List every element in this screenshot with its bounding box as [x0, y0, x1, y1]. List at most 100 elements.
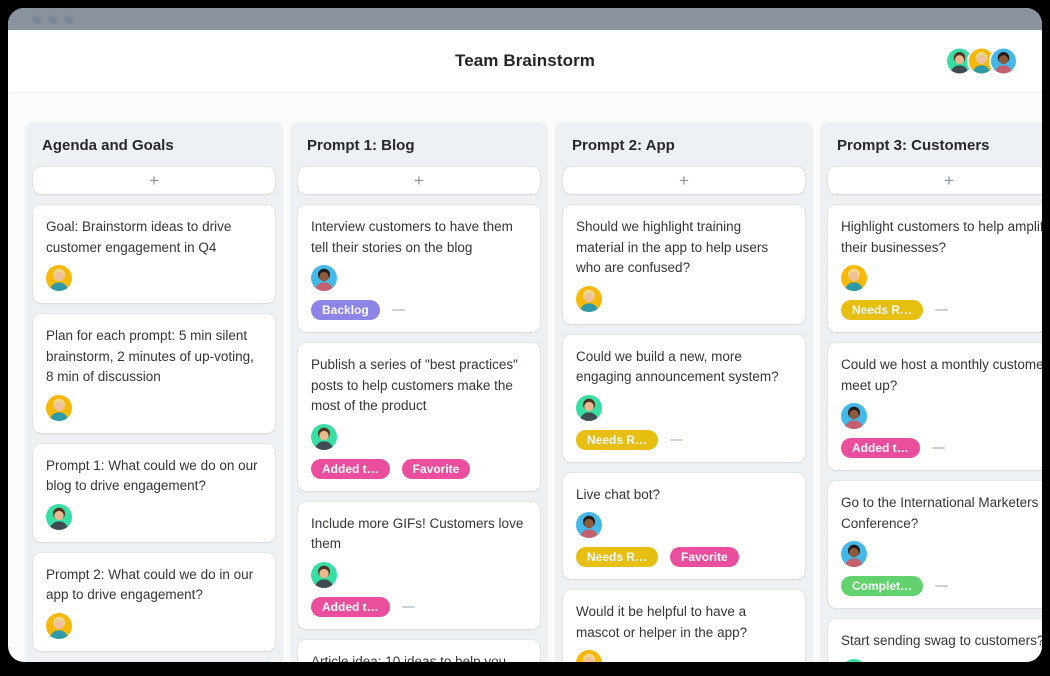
avatar-blue-assignee	[841, 403, 867, 429]
task-card[interactable]: Could we host a monthly customer meet up…	[828, 343, 1042, 470]
task-title: Highlight customers to help amplify thei…	[841, 219, 1042, 255]
assignee-row	[311, 561, 527, 588]
add-card-button[interactable]: +	[563, 167, 805, 194]
tag-row: Backlog	[311, 300, 527, 320]
more-tags-dash-icon	[935, 585, 948, 587]
assignee-row	[841, 658, 1042, 662]
more-tags-dash-icon	[670, 438, 684, 441]
task-title: Live chat bot?	[576, 486, 661, 502]
task-card[interactable]: Could we build a new, more engaging anno…	[563, 334, 805, 462]
avatar-yellow-assignee	[576, 650, 602, 662]
more-tags-dash-icon	[935, 309, 949, 311]
tag-pill: Added t…	[311, 596, 390, 617]
add-card-button[interactable]: +	[828, 167, 1042, 194]
assignee-row	[841, 403, 1042, 429]
more-tags-dash-icon	[931, 447, 945, 449]
assignee-row	[46, 394, 262, 421]
more-tags-dash-icon	[401, 605, 415, 608]
avatar-yellow-member	[969, 48, 994, 74]
task-card[interactable]: Article idea: 10 ideas to help you keep …	[298, 639, 540, 663]
task-card[interactable]: Should we highlight training material in…	[563, 205, 805, 324]
tag-row: Needs R… Favorite	[576, 547, 792, 567]
task-title: Go to the International Marketers Confer…	[841, 495, 1039, 531]
avatar-green-assignee	[46, 503, 72, 530]
tag-row: Added t… Favorite	[311, 458, 527, 479]
task-card[interactable]: Would it be helpful to have a mascot or …	[563, 590, 805, 662]
task-card[interactable]: Prompt 1: What could we do on our blog t…	[33, 443, 275, 542]
task-card[interactable]: Publish a series of "best practices" pos…	[298, 343, 540, 491]
task-title: Would it be helpful to have a mascot or …	[576, 604, 748, 640]
assignee-row	[576, 650, 792, 662]
window-titlebar	[8, 8, 1042, 30]
column-title: Prompt 1: Blog	[307, 137, 415, 154]
window-maximize-button[interactable]	[64, 14, 73, 24]
avatar-green-assignee	[841, 658, 867, 662]
tag-pill: Needs R…	[576, 429, 659, 450]
tag-row: Needs R…	[576, 429, 792, 450]
task-title: Could we host a monthly customer meet up…	[841, 357, 1042, 393]
board-column-4: Prompt 3: Customers + Highlight customers …	[820, 122, 1042, 662]
board-column-2: Prompt 1: Blog + Interview customers to ha…	[290, 122, 548, 662]
window-minimize-button[interactable]	[48, 14, 57, 24]
task-title: Interview customers to have them tell th…	[311, 219, 513, 255]
tag-row: Needs R…	[841, 300, 1042, 320]
assignee-row	[46, 503, 262, 530]
tag-pill: Backlog	[311, 300, 380, 320]
task-title: Should we highlight training material in…	[576, 219, 769, 275]
task-card[interactable]: Interview customers to have them tell th…	[298, 205, 540, 332]
column-title: Agenda and Goals	[42, 137, 174, 154]
tag-pill: Added t…	[841, 438, 920, 458]
task-title: Article idea: 10 ideas to help you keep …	[311, 653, 507, 663]
avatar-yellow-assignee	[46, 612, 72, 639]
add-card-button[interactable]: +	[298, 167, 540, 194]
avatar-green-assignee	[311, 561, 337, 588]
board-column-1: Agenda and Goals + Goal: Brainstorm ideas …	[25, 122, 283, 662]
kanban-board: Agenda and Goals + Goal: Brainstorm ideas …	[8, 93, 1042, 662]
member-facepile[interactable]	[947, 48, 1016, 74]
project-header: Team Brainstorm	[8, 30, 1042, 93]
tag-pill: Complet…	[841, 576, 923, 596]
task-title: Plan for each prompt: 5 min silent brain…	[46, 328, 254, 384]
task-card[interactable]: Plan for each prompt: 5 min silent brain…	[33, 314, 275, 433]
assignee-row	[576, 512, 792, 538]
avatar-yellow-assignee	[576, 285, 602, 312]
assignee-row	[46, 265, 262, 291]
avatar-green-assignee	[576, 394, 602, 421]
task-title: Include more GIFs! Customers love them	[311, 515, 524, 552]
avatar-green-assignee	[311, 423, 337, 450]
task-card[interactable]: Prompt 3: What could we do with our cust…	[33, 661, 275, 662]
add-card-button[interactable]: +	[33, 167, 275, 194]
avatar-yellow-assignee	[841, 265, 867, 291]
task-title: Prompt 2: What could we do in our app to…	[46, 566, 254, 603]
task-title: Could we build a new, more engaging anno…	[576, 348, 779, 385]
tag-pill: Favorite	[670, 547, 739, 567]
avatar-blue-assignee	[311, 265, 337, 291]
avatar-blue-assignee	[576, 512, 602, 538]
avatar-green-member	[947, 48, 972, 74]
assignee-row	[841, 541, 1042, 567]
column-title: Prompt 2: App	[572, 137, 675, 154]
page-title: Team Brainstorm	[454, 51, 596, 70]
tag-row: Added t…	[841, 438, 1042, 458]
task-title: Start sending swag to customers?	[841, 633, 1042, 648]
more-tags-dash-icon	[391, 309, 405, 311]
avatar-blue-member	[991, 48, 1016, 74]
avatar-yellow-assignee	[46, 265, 72, 291]
task-card[interactable]: Goal: Brainstorm ideas to drive customer…	[33, 205, 275, 303]
avatar-yellow-assignee	[46, 394, 72, 421]
assignee-row	[576, 285, 792, 312]
task-card[interactable]: Go to the International Marketers Confer…	[828, 481, 1042, 608]
task-card[interactable]: Prompt 2: What could we do in our app to…	[33, 552, 275, 651]
task-card[interactable]: Highlight customers to help amplify thei…	[828, 205, 1042, 332]
assignee-row	[576, 394, 792, 421]
avatar-blue-assignee	[841, 541, 867, 567]
tag-pill: Needs R…	[576, 547, 659, 567]
task-card[interactable]: Include more GIFs! Customers love them Ad…	[298, 501, 540, 629]
task-card[interactable]: Start sending swag to customers?Needs R……	[828, 619, 1042, 662]
window-close-button[interactable]	[32, 14, 41, 24]
assignee-row	[311, 423, 527, 450]
task-title: Prompt 1: What could we do on our blog t…	[46, 457, 258, 494]
app-window: Team Brainstorm Agenda and Goals + Goal: B…	[8, 8, 1042, 662]
tag-pill: Favorite	[401, 458, 471, 479]
task-card[interactable]: Live chat bot? Needs R… Favorite	[563, 472, 805, 579]
